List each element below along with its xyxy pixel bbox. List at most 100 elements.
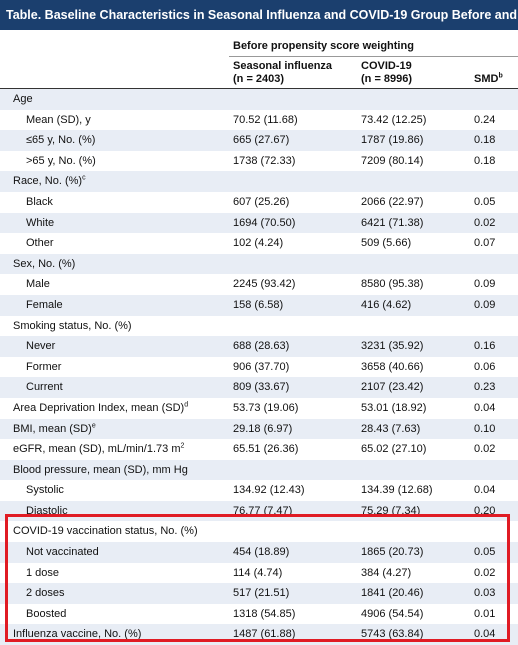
cell-c2: 65.02 (27.10) <box>361 443 427 456</box>
table-row: BMI, mean (SD)e 29.18 (6.97) 28.43 (7.63) 0… <box>0 418 518 440</box>
table-row: Other 102 (4.24) 509 (5.66) 0.07 <box>0 233 518 254</box>
group-rule <box>229 56 518 57</box>
cell-c1: 665 (27.67) <box>233 134 290 147</box>
table-row: Never 688 (28.63) 3231 (35.92) 0.16 <box>0 336 518 357</box>
column-header-covid19: COVID-19 (n = 8996) <box>361 60 412 86</box>
cell-c2: 75.29 (7.34) <box>361 504 421 517</box>
cell-c3: 0.03 <box>474 587 496 600</box>
table-row: Mean (SD), y 70.52 (11.68) 73.42 (12.25) 0.… <box>0 110 518 131</box>
column-header-line1: COVID-19 <box>361 60 412 72</box>
table-row: eGFR, mean (SD), mL/min/1.73 m2 65.51 (26… <box>0 439 518 460</box>
row-label-text: Race, No. (%) <box>13 175 83 188</box>
row-label: BMI, mean (SD)e <box>13 419 96 440</box>
cell-c3: 0.16 <box>474 340 496 353</box>
cell-c2: 2107 (23.42) <box>361 381 424 394</box>
cell-c1: 65.51 (26.36) <box>233 443 299 456</box>
cell-c1: 607 (25.26) <box>233 195 290 208</box>
cell-c2: 8580 (95.38) <box>361 278 424 291</box>
row-label-text: Former <box>26 360 62 373</box>
cell-c2: 509 (5.66) <box>361 237 412 250</box>
row-label: Race, No. (%)c <box>13 171 86 192</box>
cell-c3: 0.02 <box>474 216 496 229</box>
table-row: 1 dose 114 (4.74) 384 (4.27) 0.02 <box>0 563 518 584</box>
row-label: >65 y, No. (%) <box>26 151 96 172</box>
cell-c3: 0.02 <box>474 566 496 579</box>
cell-c2: 6421 (71.38) <box>361 216 424 229</box>
cell-c2: 4906 (54.54) <box>361 607 424 620</box>
cell-c3: 0.18 <box>474 154 496 167</box>
row-label-text: >65 y, No. (%) <box>26 154 96 167</box>
table-row: Former 906 (37.70) 3658 (40.66) 0.06 <box>0 357 518 378</box>
row-label-text: Male <box>26 278 50 291</box>
table-row: Age <box>0 89 518 110</box>
cell-c1: 70.52 (11.68) <box>233 113 298 126</box>
cell-c1: 1318 (54.85) <box>233 607 296 620</box>
row-label-text: Blood pressure, mean (SD), mm Hg <box>13 463 188 476</box>
cell-c1: 134.92 (12.43) <box>233 484 305 497</box>
cell-c3: 0.05 <box>474 546 496 559</box>
cell-c3: 0.24 <box>474 113 496 126</box>
cell-c3: 0.04 <box>474 628 496 641</box>
table-row: Smoking status, No. (%) <box>0 316 518 337</box>
cell-c1: 517 (21.51) <box>233 587 290 600</box>
cell-c2: 53.01 (18.92) <box>361 401 427 414</box>
table-row: Race, No. (%)c <box>0 171 518 192</box>
cell-c2: 384 (4.27) <box>361 566 412 579</box>
cell-c2: 3231 (35.92) <box>361 340 424 353</box>
row-label-text: Area Deprivation Index, mean (SD) <box>13 401 185 414</box>
row-label: Sex, No. (%) <box>13 254 75 275</box>
row-label-text: COVID-19 vaccination status, No. (%) <box>13 525 198 538</box>
row-label: Current <box>26 377 63 398</box>
cell-c3: 0.09 <box>474 298 496 311</box>
row-label: Age <box>13 89 33 110</box>
cell-c3: 0.23 <box>474 381 496 394</box>
smd-footnote: b <box>498 72 503 80</box>
cell-c3: 0.02 <box>474 443 496 456</box>
table-title: Table. Baseline Characteristics in Seaso… <box>0 0 518 30</box>
table-row: Blood pressure, mean (SD), mm Hg <box>0 459 518 481</box>
row-label-text: ≤65 y, No. (%) <box>26 134 96 147</box>
cell-c3: 0.04 <box>474 401 496 414</box>
row-label: eGFR, mean (SD), mL/min/1.73 m2 <box>13 439 184 460</box>
row-label: Other <box>26 233 54 254</box>
table-body: Age Mean (SD), y 70.52 (11.68) 73.42 (12.25… <box>0 89 518 645</box>
row-label-text: Mean (SD), y <box>26 113 91 126</box>
cell-c2: 416 (4.62) <box>361 298 412 311</box>
row-label-footnote: 2 <box>180 442 185 450</box>
table-row: Current 809 (33.67) 2107 (23.42) 0.23 <box>0 377 518 398</box>
row-label: Not vaccinated <box>26 542 99 563</box>
row-label: Influenza vaccine, No. (%) <box>13 624 141 645</box>
table-row: Boosted 1318 (54.85) 4906 (54.54) 0.01 <box>0 604 518 625</box>
cell-c1: 29.18 (6.97) <box>233 422 293 435</box>
row-label-text: Age <box>13 93 33 105</box>
row-label-text: Never <box>26 340 56 353</box>
column-header-line1: Seasonal influenza <box>233 60 333 72</box>
row-label: Male <box>26 274 50 295</box>
table-row: Influenza vaccine, No. (%) 1487 (61.88) 57… <box>0 624 518 645</box>
row-label: Boosted <box>26 604 66 625</box>
row-label: Never <box>26 336 55 357</box>
cell-c2: 2066 (22.97) <box>361 195 424 208</box>
row-label-footnote: d <box>184 401 189 409</box>
smd-label: SMD <box>474 73 499 85</box>
column-header-seasonal-influenza: Seasonal influenza (n = 2403) <box>233 60 332 86</box>
cell-c3: 0.18 <box>474 134 496 147</box>
cell-c1: 809 (33.67) <box>233 381 290 394</box>
cell-c3: 0.05 <box>474 195 496 208</box>
row-label-text: eGFR, mean (SD), mL/min/1.73 m <box>13 443 181 456</box>
table-row: 2 doses 517 (21.51) 1841 (20.46) 0.03 <box>0 583 518 604</box>
row-label: COVID-19 vaccination status, No. (%) <box>13 521 198 542</box>
table-row: Systolic 134.92 (12.43) 134.39 (12.68) 0.04 <box>0 480 518 501</box>
row-label-footnote: e <box>91 421 96 429</box>
table-row: ≤65 y, No. (%) 665 (27.67) 1787 (19.86) 0.1… <box>0 130 518 151</box>
cell-c3: 0.04 <box>474 484 496 497</box>
row-label: Diastolic <box>26 501 68 522</box>
row-label-text: Not vaccinated <box>26 546 99 559</box>
cell-c2: 5743 (63.84) <box>361 628 424 641</box>
cell-c3: 0.20 <box>474 504 496 517</box>
cell-c1: 688 (28.63) <box>233 340 290 353</box>
cell-c1: 158 (6.58) <box>233 298 284 311</box>
cell-c1: 1487 (61.88) <box>233 628 296 641</box>
row-label-text: Smoking status, No. (%) <box>13 319 132 332</box>
cell-c3: 0.01 <box>474 607 496 620</box>
